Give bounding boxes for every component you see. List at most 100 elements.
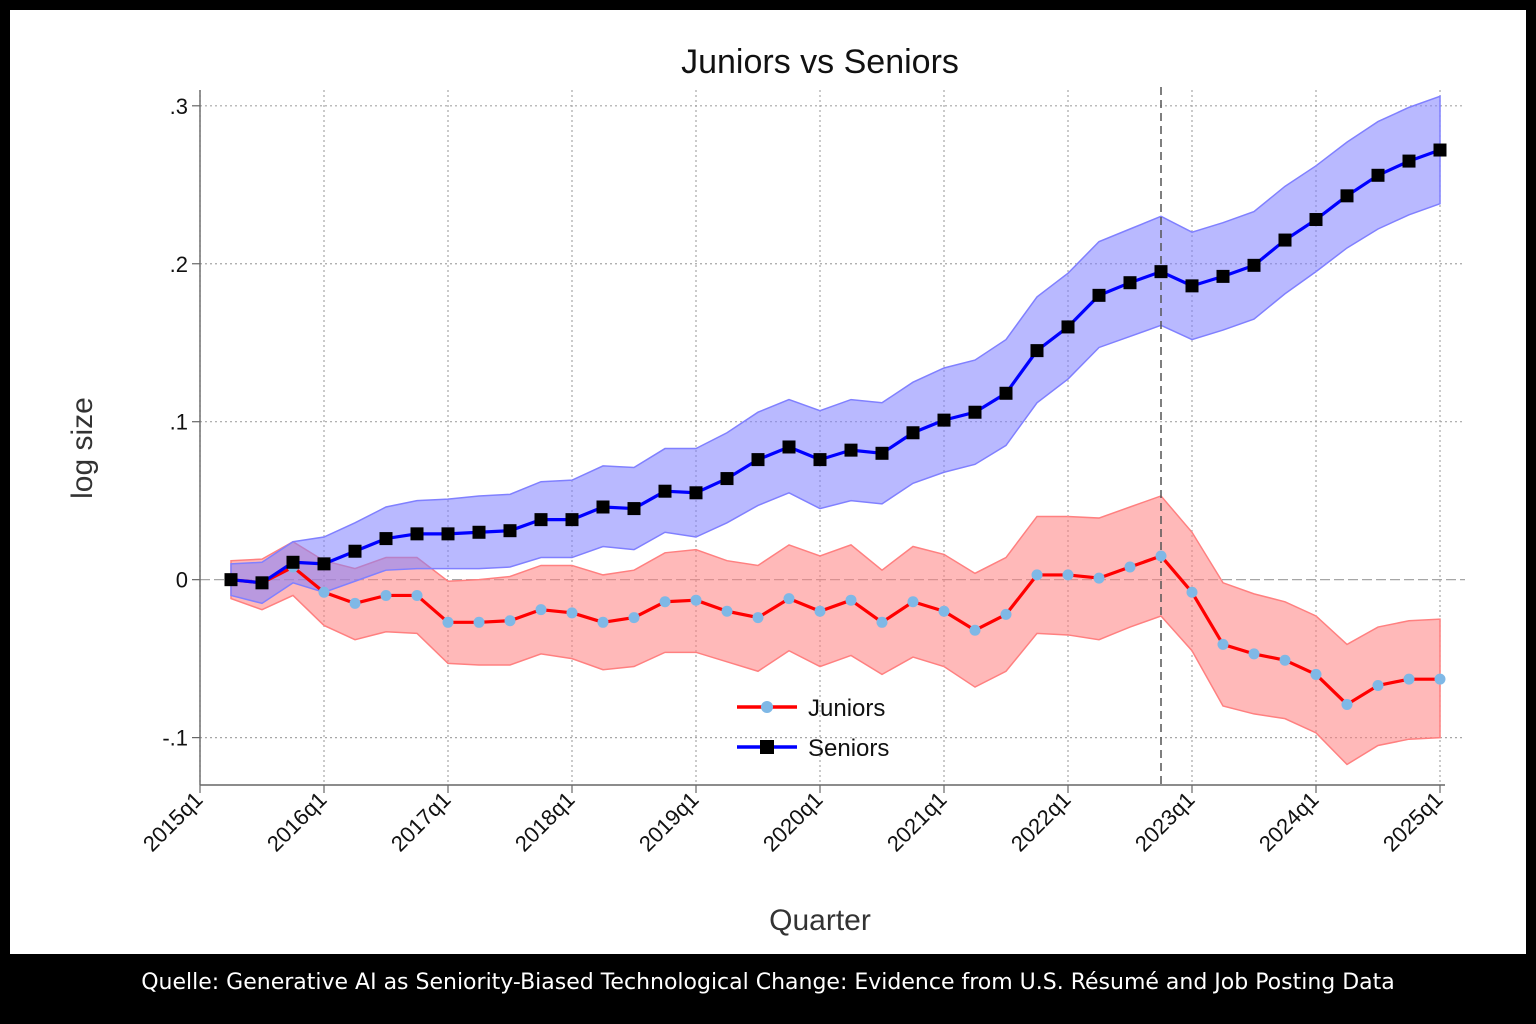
seniors-point [999,386,1013,400]
juniors-point [690,594,702,606]
seniors-point [565,513,579,527]
line-chart: Juniors vs Seniors 2015q1 2016q1 2017q1 201… [66,43,1465,937]
juniors-point [1403,673,1415,685]
juniors-point [1155,550,1167,562]
seniors-point [1092,288,1106,302]
y-axis-title: log size [66,397,99,499]
seniors-line [230,148,1441,585]
seniors-point [1154,265,1168,279]
chart-panel: Juniors vs Seniors 2015q1 2016q1 2017q1 201… [10,10,1526,954]
juniors-point [1434,673,1446,685]
y-tick-label: -.1 [162,726,188,751]
juniors-point [535,604,547,616]
y-tick-label: .2 [170,252,188,277]
seniors-point [875,446,889,460]
juniors-point [814,605,826,617]
seniors-point [1185,279,1199,293]
juniors-point [969,624,981,636]
seniors-point [1433,143,1447,157]
x-tick-label: 2023q1 [1130,787,1200,857]
chart-title: Juniors vs Seniors [681,43,959,81]
juniors-point [1372,679,1384,691]
legend-label-juniors: Juniors [808,695,885,722]
seniors-point [472,525,486,539]
juniors-point [1186,586,1198,598]
juniors-point [1093,572,1105,584]
legend-label-seniors: Seniors [808,735,889,762]
legend-marker-juniors [761,701,773,713]
seniors-point [503,524,517,538]
x-tick-label: 2018q1 [510,787,580,857]
juniors-point [380,589,392,601]
juniors-point [659,596,671,608]
legend-marker-seniors [760,740,774,754]
seniors-point [1247,258,1261,272]
seniors-point [720,472,734,486]
juniors-point [411,589,423,601]
x-tick-label: 2022q1 [1006,787,1076,857]
seniors-point [844,443,858,457]
juniors-point [1248,648,1260,660]
y-tick-label: .1 [170,410,188,435]
juniors-point [566,607,578,619]
juniors-point [1062,569,1074,581]
x-tick-label: 2016q1 [262,787,332,857]
juniors-point [473,616,485,628]
juniors-point [783,593,795,605]
seniors-point [286,555,300,569]
juniors-point [752,612,764,624]
y-tick-label: .3 [170,94,188,119]
seniors-point [1216,269,1230,283]
juniors-point [1031,569,1043,581]
x-tick-label: 2019q1 [634,787,704,857]
seniors-point [1278,233,1292,247]
juniors-point [876,616,888,628]
juniors-point [349,597,361,609]
juniors-point [504,615,516,627]
juniors-point [1000,608,1012,620]
series-lines [230,148,1441,707]
seniors-point [1030,344,1044,358]
source-caption: Quelle: Generative AI as Seniority-Biase… [141,970,1395,995]
juniors-point [1341,698,1353,710]
juniors-point [1124,561,1136,573]
seniors-point [255,576,269,590]
juniors-line [230,554,1440,707]
juniors-point [1217,638,1229,650]
seniors-confidence-band [230,95,1441,605]
seniors-point [410,527,424,541]
seniors-point [1123,276,1137,290]
seniors-point [1309,213,1323,227]
seniors-point [379,532,393,546]
juniors-point [721,605,733,617]
seniors-point [1061,320,1075,334]
seniors-point [627,502,641,516]
seniors-point [441,527,455,541]
seniors-point [348,544,362,558]
juniors-point [1310,668,1322,680]
seniors-point [937,413,951,427]
seniors-point [1371,168,1385,182]
series-markers [224,143,1447,710]
juniors-point [907,596,919,608]
x-axis-title: Quarter [769,904,871,937]
seniors-point [968,405,982,419]
x-tick-label: 2015q1 [138,787,208,857]
seniors-point [813,453,827,467]
x-tick-label: 2021q1 [882,787,952,857]
x-tick-label: 2025q1 [1378,787,1448,857]
juniors-point [318,586,330,598]
legend: Juniors Seniors [737,695,889,762]
x-tick-label: 2020q1 [758,787,828,857]
seniors-point [751,453,765,467]
juniors-point [442,616,454,628]
x-tick-label: 2024q1 [1254,787,1324,857]
seniors-point [534,513,548,527]
juniors-point [938,605,950,617]
seniors-point [689,486,703,500]
seniors-point [596,500,610,514]
seniors-point [906,426,920,440]
seniors-point [1340,189,1354,203]
juniors-point [628,612,640,624]
juniors-point [1279,654,1291,666]
